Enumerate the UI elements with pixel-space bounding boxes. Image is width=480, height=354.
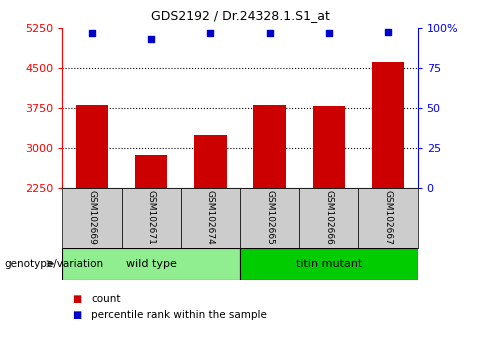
Text: GSM102671: GSM102671 (147, 190, 156, 245)
Text: GSM102666: GSM102666 (324, 190, 333, 245)
Point (384, 29, 392, 34)
Bar (240, 248, 418, 280)
Text: percentile rank within the sample: percentile rank within the sample (91, 310, 267, 320)
Text: count: count (91, 294, 120, 304)
Bar (194, 135, 227, 188)
Bar (253, 105, 286, 188)
Text: GSM102669: GSM102669 (87, 190, 96, 245)
Text: genotype/variation: genotype/variation (5, 259, 104, 269)
Point (266, 30, 274, 36)
Bar (135, 155, 168, 188)
Point (325, 30, 333, 36)
Text: wild type: wild type (126, 259, 177, 269)
Bar (121, 188, 181, 248)
Text: ■: ■ (72, 294, 81, 304)
Bar (240, 188, 299, 248)
Point (147, 37, 155, 42)
Text: GSM102665: GSM102665 (265, 190, 274, 245)
Text: GDS2192 / Dr.24328.1.S1_at: GDS2192 / Dr.24328.1.S1_at (151, 9, 329, 22)
Text: GSM102667: GSM102667 (384, 190, 393, 245)
Text: GSM102674: GSM102674 (206, 190, 215, 245)
Bar (359, 188, 418, 248)
Bar (62, 188, 121, 248)
Bar (76, 105, 108, 188)
Text: titin mutant: titin mutant (296, 259, 362, 269)
Bar (372, 62, 404, 188)
Bar (181, 188, 240, 248)
Point (88, 30, 96, 36)
Bar (62, 248, 240, 280)
Bar (312, 107, 345, 188)
Point (206, 30, 214, 36)
Bar (299, 188, 359, 248)
Text: ■: ■ (72, 310, 81, 320)
